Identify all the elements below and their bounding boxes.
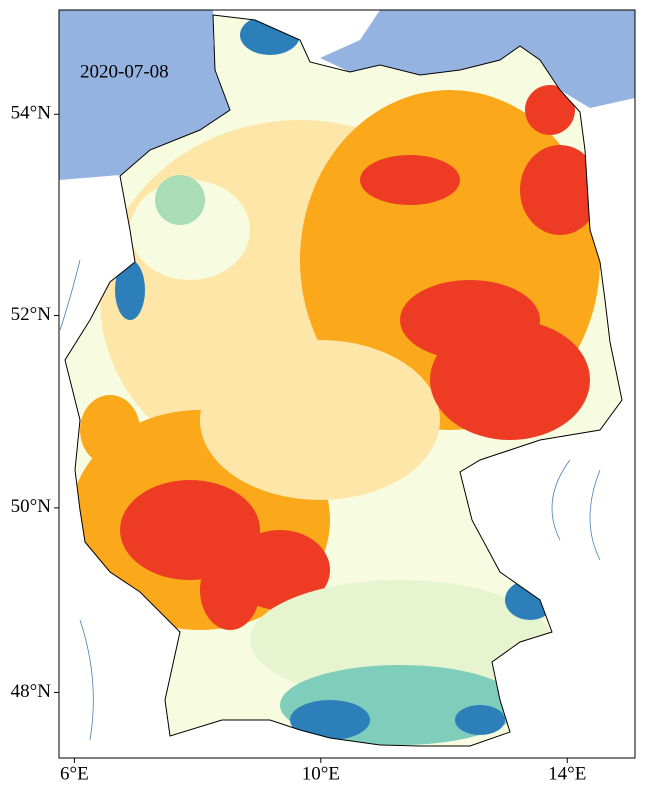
y-tick-label: 54°N [11,103,52,124]
field-patch [250,580,550,700]
x-tick-label: 6°E [60,763,89,784]
field-patch [115,260,145,320]
map-area [59,10,635,758]
map-frame [58,9,636,759]
north-sea [59,10,240,180]
x-tick-label: 10°E [302,763,340,784]
field-patch [400,280,540,360]
field-patch [155,175,205,225]
field-patch [455,705,505,735]
field-patch [520,145,600,235]
y-tick-label: 48°N [11,681,52,702]
y-tick-label: 52°N [11,304,52,325]
country-border [64,14,623,747]
field-patch [525,85,575,135]
field-patch [200,340,440,500]
date-label: 2020-07-08 [80,61,169,82]
x-tick-label: 14°E [548,763,586,784]
field-patch [80,395,140,465]
y-tick-label: 50°N [11,496,52,517]
field-patch [200,550,260,630]
rivers [59,259,601,741]
drought-field [65,15,622,746]
field-patch [360,155,460,205]
field-patch [290,700,370,740]
